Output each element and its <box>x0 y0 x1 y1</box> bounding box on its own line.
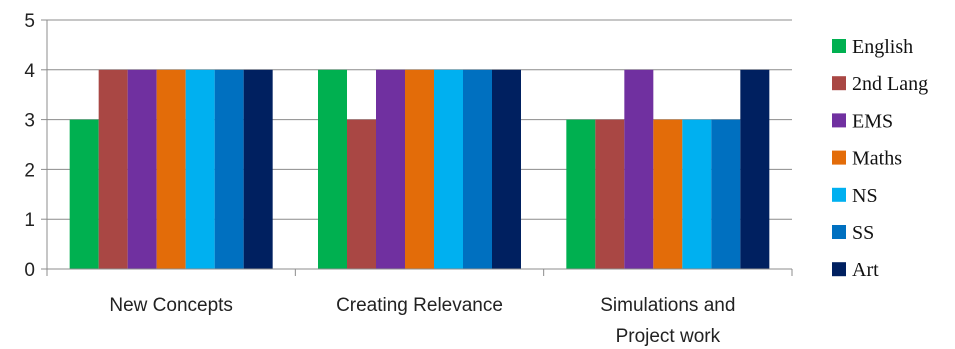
bar-art <box>740 69 770 269</box>
bar-english <box>318 69 347 269</box>
legend-swatch <box>832 225 846 239</box>
bar-ems <box>624 69 654 269</box>
bar-maths <box>156 69 186 269</box>
y-tick-label: 3 <box>24 111 35 132</box>
y-tick-label: 1 <box>24 210 35 231</box>
bar-2nd-lang <box>595 119 625 269</box>
x-category-label: Simulations and <box>600 295 735 316</box>
bar-english <box>69 119 99 269</box>
bar-ss <box>463 69 492 269</box>
bar-ns <box>434 69 463 269</box>
bar-maths <box>653 119 683 269</box>
axes <box>41 19 793 276</box>
bar-ns <box>682 119 712 269</box>
bars <box>69 69 770 269</box>
bar-ems <box>127 69 157 269</box>
y-tick-label: 2 <box>24 160 35 181</box>
legend-label: SS <box>852 222 874 244</box>
legend-swatch <box>832 262 846 277</box>
x-category-label: Creating Relevance <box>336 295 503 316</box>
bar-maths <box>405 69 434 269</box>
legend-swatch <box>832 187 846 202</box>
legend-label: English <box>852 36 913 58</box>
x-category-label: New Concepts <box>109 295 233 316</box>
y-tick-label: 5 <box>24 11 35 32</box>
bar-ems <box>376 69 405 269</box>
legend-label: NS <box>852 185 878 207</box>
bar-art <box>243 69 273 269</box>
legend-label: Maths <box>852 148 902 170</box>
y-tick-labels: 0 1 2 3 4 5 <box>24 11 35 281</box>
legend-swatch <box>832 150 846 165</box>
x-category-label: Project work <box>616 326 721 347</box>
bar-english <box>566 119 596 269</box>
y-tick-label: 4 <box>24 61 35 82</box>
legend-swatch <box>832 39 846 53</box>
legend: English 2nd Lang EMS Maths NS SS Art <box>832 36 928 281</box>
legend-label: Art <box>852 259 879 281</box>
legend-swatch <box>832 76 846 91</box>
bar-art <box>492 69 521 269</box>
bar-ss <box>711 119 741 269</box>
bar-2nd-lang <box>347 119 376 269</box>
bar-ns <box>185 69 215 269</box>
legend-label: EMS <box>852 110 893 132</box>
legend-label: 2nd Lang <box>852 73 928 95</box>
x-category-labels: New Concepts Creating Relevance Simulation… <box>109 295 735 347</box>
y-tick-label: 0 <box>24 260 35 281</box>
bar-ss <box>214 69 244 269</box>
bar-2nd-lang <box>98 69 128 269</box>
legend-swatch <box>832 113 846 128</box>
